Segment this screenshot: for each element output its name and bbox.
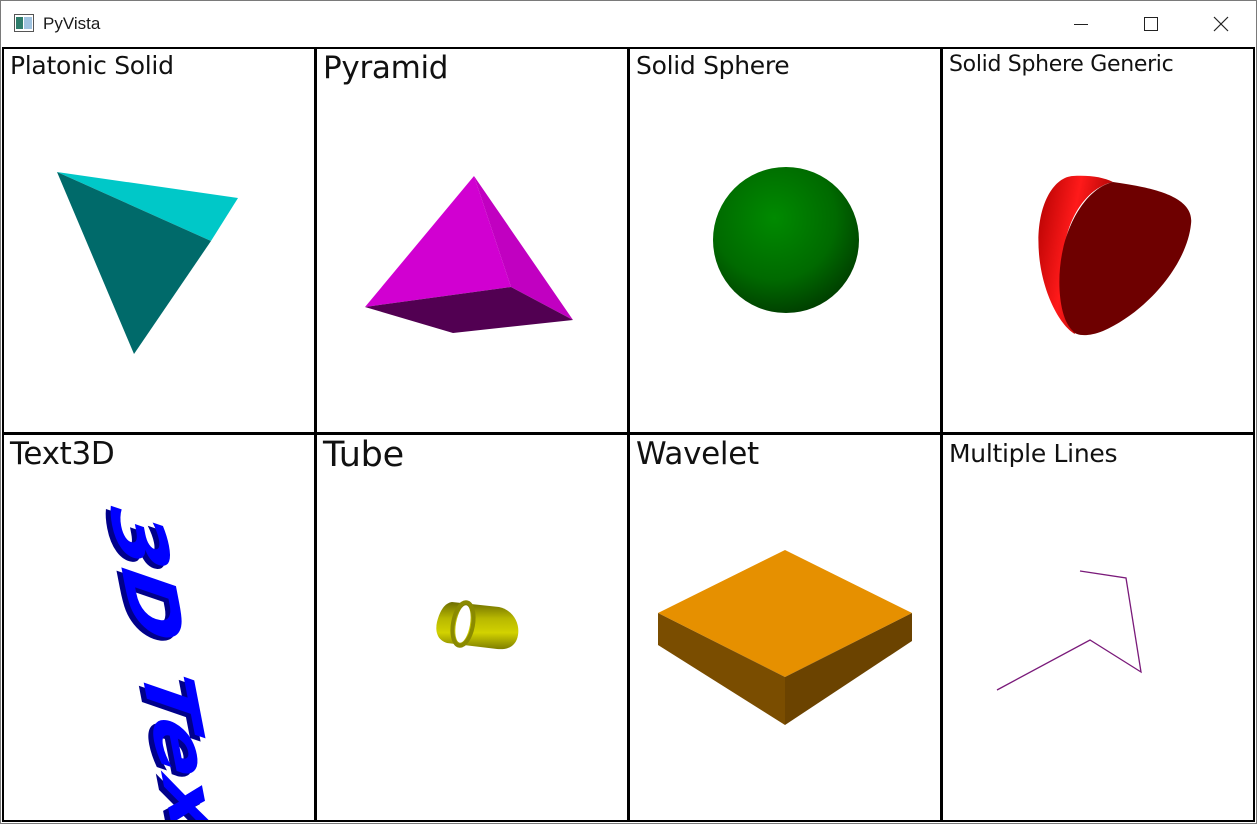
hemisphere-mesh[interactable] — [943, 49, 1253, 432]
sphere-body — [713, 167, 859, 313]
tetrahedron-face-light — [57, 172, 238, 241]
minimize-button[interactable] — [1046, 1, 1116, 47]
text3d-label: 3D Text — [92, 503, 247, 820]
tetrahedron-mesh[interactable] — [4, 49, 314, 432]
title-bar[interactable]: PyVista — [1, 1, 1256, 47]
maximize-button[interactable] — [1116, 1, 1186, 47]
viewport-solid-sphere[interactable]: Solid Sphere — [630, 49, 940, 432]
wavelet-box-mesh[interactable] — [630, 435, 940, 820]
viewport-tube[interactable]: Tube — [317, 435, 627, 820]
tube-rim — [450, 600, 476, 648]
minimize-icon — [1074, 24, 1088, 25]
close-icon — [1213, 16, 1229, 32]
tetrahedron-face-dark — [57, 172, 211, 354]
viewport-platonic-solid[interactable]: Platonic Solid — [4, 49, 314, 432]
sphere-mesh[interactable] — [630, 49, 940, 432]
window-title: PyVista — [43, 14, 101, 33]
viewport-solid-sphere-generic[interactable]: Solid Sphere Generic — [943, 49, 1253, 432]
polyline-path — [996, 570, 1142, 691]
subplot-grid: Platonic Solid Pyramid Solid Sphere — [2, 47, 1255, 822]
maximize-icon — [1144, 17, 1158, 31]
pyramid-base — [365, 287, 573, 333]
viewport-pyramid[interactable]: Pyramid — [317, 49, 627, 432]
viewport-title: Platonic Solid — [10, 51, 174, 80]
tube-body — [436, 602, 519, 650]
pyramid-face-front — [365, 176, 511, 307]
tube-opening — [455, 605, 471, 643]
viewport-title: Solid Sphere Generic — [949, 52, 1174, 77]
polyline-mesh[interactable] — [943, 435, 1253, 820]
box-top-face — [658, 550, 912, 677]
viewport-title: Multiple Lines — [949, 439, 1118, 468]
viewport-title: Solid Sphere — [636, 51, 790, 80]
viewport-title: Text3D — [10, 436, 115, 472]
viewport-multiple-lines[interactable]: Multiple Lines — [943, 435, 1253, 820]
viewport-title: Wavelet — [636, 436, 759, 472]
pyvista-app-icon — [14, 14, 34, 32]
viewport-text3d[interactable]: Text3D 3D Text 3D Text — [4, 435, 314, 820]
viewport-title: Tube — [323, 435, 404, 475]
pyramid-face-right — [474, 176, 573, 320]
viewport-title: Pyramid — [323, 50, 449, 86]
close-button[interactable] — [1186, 1, 1256, 47]
box-right-face — [785, 613, 912, 725]
tube-mesh[interactable] — [317, 435, 627, 820]
text3d-mesh[interactable]: 3D Text 3D Text — [4, 435, 314, 820]
viewport-wavelet[interactable]: Wavelet — [630, 435, 940, 820]
box-left-face — [658, 613, 785, 725]
pyramid-mesh[interactable] — [317, 49, 627, 432]
hemisphere-flat-face — [1059, 182, 1192, 336]
hemisphere-shell — [1038, 175, 1113, 334]
